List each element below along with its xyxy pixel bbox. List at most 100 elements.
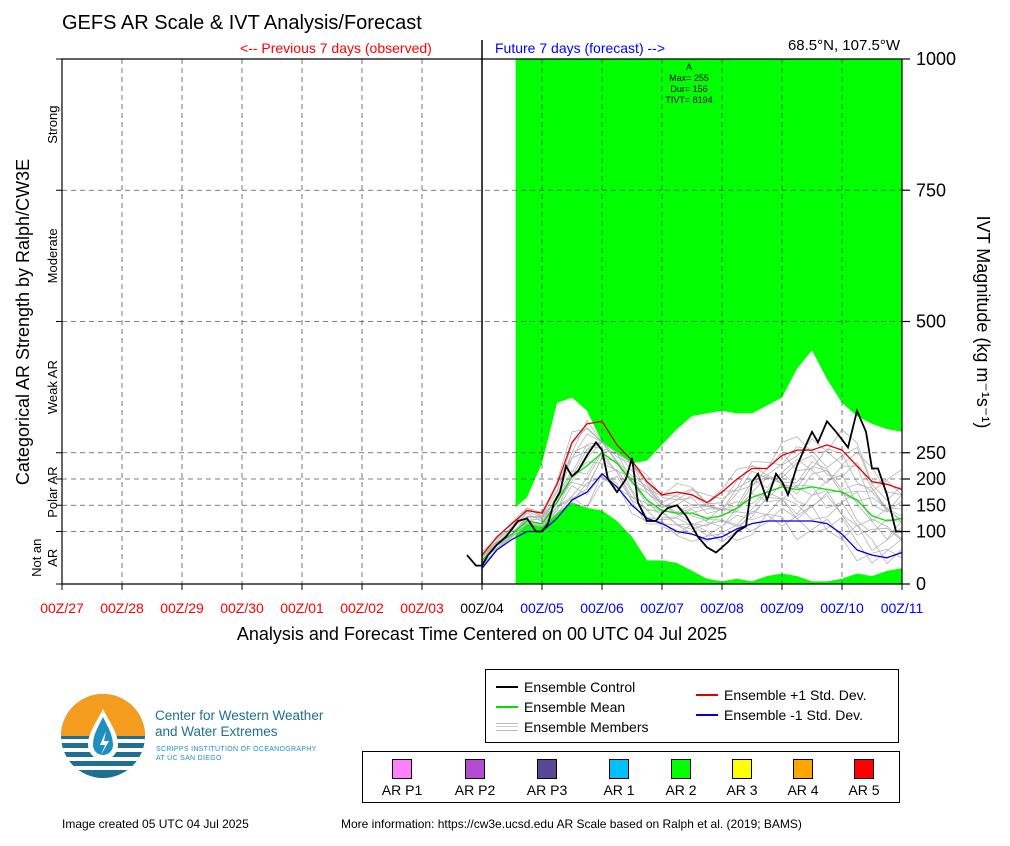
category-label: Polar AR [45, 466, 60, 517]
x-tick-label: 00Z/10 [820, 600, 864, 616]
x-tick-label: 00Z/05 [520, 600, 564, 616]
x-tick-label: 00Z/01 [280, 600, 324, 616]
y-tick-label: 0 [916, 574, 926, 594]
legend-item-mean: Ensemble Mean [496, 697, 649, 717]
x-tick-label: 00Z/02 [340, 600, 384, 616]
ensemble-member-line [481, 441, 903, 556]
ensemble-member-line [481, 426, 903, 555]
ar-scale-item: AR 1 [584, 759, 654, 798]
ar-scale-swatch [609, 759, 629, 779]
category-label: Moderate [45, 228, 60, 283]
legend-label-minus-std: Ensemble -1 Std. Dev. [724, 707, 864, 723]
legend-label-plus-std: Ensemble +1 Std. Dev. [724, 687, 867, 703]
ar-scale-swatch [392, 759, 412, 779]
ar-scale-swatch [793, 759, 813, 779]
y-tick-label: 150 [916, 495, 946, 515]
ar-scale-swatch [537, 759, 557, 779]
ar-scale-item: AR P3 [512, 759, 582, 798]
legend-label-mean: Ensemble Mean [524, 699, 626, 715]
x-tick-label: 00Z/07 [640, 600, 684, 616]
y-tick-label: 750 [916, 180, 946, 200]
location-label: 68.5°N, 107.5°W [787, 37, 900, 54]
ensemble-member-line [481, 461, 903, 562]
image-created-note: Image created 05 UTC 04 Jul 2025 [62, 817, 249, 831]
future-period-label: Future 7 days (forecast) --> [495, 40, 666, 56]
ar-scale-label: AR 4 [787, 782, 819, 798]
category-label: Not an [29, 539, 44, 577]
ar-scale-item: AR P1 [367, 759, 437, 798]
left-axis-title: Categorical AR Strength by Ralph/CW3E [13, 159, 33, 485]
ar-scale-item: AR 4 [768, 759, 838, 798]
logo-institution: SCRIPPS INSTITUTION OF OCEANOGRAPHY AT U… [156, 745, 317, 763]
legend-swatch-mean [496, 706, 518, 708]
logo-line-2: and Water Extremes [155, 724, 278, 739]
y-tick-label: 100 [916, 522, 946, 542]
x-axis-title: Analysis and Forecast Time Centered on 0… [237, 624, 727, 644]
x-tick-label: 00Z/28 [100, 600, 144, 616]
legend-label-control: Ensemble Control [524, 679, 636, 695]
x-tick-label: 00Z/04 [460, 600, 504, 616]
x-tick-label: 00Z/30 [220, 600, 264, 616]
legend-swatch-members [496, 723, 518, 731]
y-tick-label: 250 [916, 443, 946, 463]
y-tick-label: 1000 [916, 49, 956, 69]
ar-scale-label: AR P1 [381, 782, 423, 798]
category-label: AR [45, 549, 60, 567]
legend-item-members: Ensemble Members [496, 717, 649, 737]
right-axis-title: IVT Magnitude (kg m⁻¹s⁻¹) [973, 216, 993, 429]
ar-event-annotation: Dur= 156 [670, 84, 707, 94]
ensemble-spread-envelope [482, 350, 902, 582]
logo-line-4: AT UC SAN DIEGO [156, 755, 222, 762]
ar-scale-label: AR 3 [726, 782, 758, 798]
ar-scale-item: AR 3 [707, 759, 777, 798]
previous-period-label: <-- Previous 7 days (observed) [240, 40, 432, 56]
y-tick-label: 500 [916, 312, 946, 332]
logo-org-name: Center for Western Weather and Water Ext… [155, 708, 323, 740]
x-tick-label: 00Z/11 [881, 600, 924, 616]
ar-scale-legend: AR P1 AR P2 AR P3 AR 1 AR 2 AR 3 AR 4 AR 5 [362, 751, 900, 803]
ar-scale-label: AR 5 [848, 782, 880, 798]
logo-line-3: SCRIPPS INSTITUTION OF OCEANOGRAPHY [156, 746, 317, 753]
series-line-plus-std [481, 420, 903, 556]
legend-swatch-minus-std [696, 714, 718, 716]
ensemble-member-line [481, 456, 903, 564]
ar-scale-swatch [732, 759, 752, 779]
x-tick-label: 00Z/03 [400, 600, 444, 616]
ar-event-annotation: Max= 255 [669, 73, 709, 83]
x-tick-label: 00Z/06 [580, 600, 624, 616]
chart-title: GEFS AR Scale & IVT Analysis/Forecast [62, 12, 422, 34]
category-label: Strong [45, 105, 60, 143]
ar-scale-swatch [465, 759, 485, 779]
ar-event-annotation: TIVT= 8194 [665, 95, 712, 105]
line-legend: Ensemble Control Ensemble Mean Ensemble … [485, 669, 899, 743]
legend-item-minus-std: Ensemble -1 Std. Dev. [696, 705, 867, 725]
more-information-note: More information: https://cw3e.ucsd.edu … [341, 817, 802, 831]
ensemble-member-line [481, 419, 903, 552]
ar-scale-label: AR P3 [526, 782, 568, 798]
ar-scale-item: AR 5 [829, 759, 899, 798]
legend-item-control: Ensemble Control [496, 677, 649, 697]
series-line-minus-std [481, 472, 903, 569]
ar-scale-label: AR 1 [603, 782, 635, 798]
series-line-control [466, 407, 902, 567]
ar-scale-swatch [671, 759, 691, 779]
x-tick-label: 00Z/29 [160, 600, 204, 616]
x-tick-label: 00Z/27 [40, 600, 84, 616]
legend-label-members: Ensemble Members [524, 719, 649, 735]
y-tick-label: 200 [916, 469, 946, 489]
legend-swatch-plus-std [696, 694, 718, 696]
x-tick-label: 00Z/09 [760, 600, 804, 616]
ar-scale-label: AR P2 [454, 782, 496, 798]
legend-swatch-control [496, 686, 518, 688]
ar-scale-label: AR 2 [665, 782, 697, 798]
ivt-chart: 0 100 150 200 250 500 750 1000 Strong Moderate Wea… [13, 40, 993, 644]
ar-scale-item: AR 2 [646, 759, 716, 798]
legend-item-plus-std: Ensemble +1 Std. Dev. [696, 685, 867, 705]
logo-line-1: Center for Western Weather [155, 708, 324, 723]
cw3e-logo-icon [61, 694, 145, 778]
ar-scale-swatch [854, 759, 874, 779]
category-label: Weak AR [45, 360, 60, 414]
x-tick-label: 00Z/08 [700, 600, 744, 616]
ar-event-annotation: A [686, 62, 692, 72]
ar-scale-item: AR P2 [440, 759, 510, 798]
